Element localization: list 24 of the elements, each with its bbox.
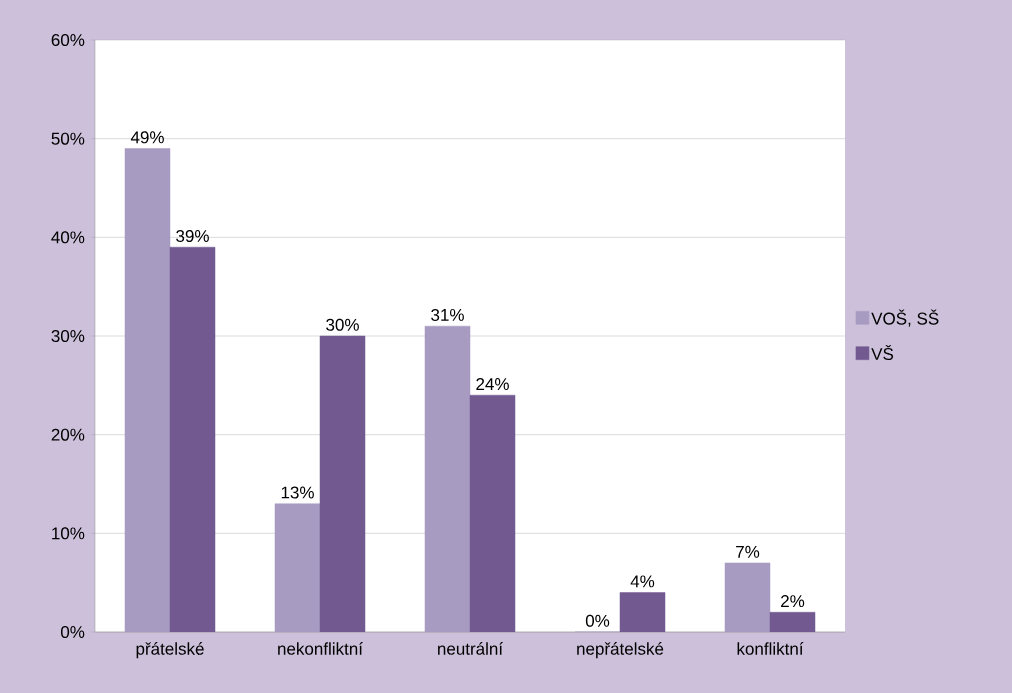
data-label: 7% <box>736 545 760 558</box>
legend-label: VOŠ, SŠ <box>871 309 939 327</box>
x-tick-label: nepřátelské <box>577 642 664 659</box>
data-label: 39% <box>176 229 209 243</box>
y-tick-label: 0% <box>60 625 85 639</box>
legend-label: VŠ <box>871 344 894 361</box>
data-label: 49% <box>130 131 164 144</box>
x-tick-label: nekonfliktní <box>278 642 363 655</box>
data-label: 31% <box>431 308 464 321</box>
data-label: 0% <box>585 614 610 627</box>
data-label: 2% <box>781 595 805 608</box>
data-label: 24% <box>476 378 509 390</box>
y-tick-label: 20% <box>51 428 85 441</box>
data-label: 13% <box>281 486 314 499</box>
x-tick-label: neutrální <box>438 642 503 655</box>
x-tick-label: přátelské <box>136 642 204 659</box>
y-tick-label: 50% <box>51 132 85 145</box>
y-tick-label: 60% <box>51 33 85 47</box>
data-label: 30% <box>326 318 359 331</box>
y-tick-label: 40% <box>51 231 85 244</box>
data-label: 4% <box>630 575 655 588</box>
y-tick-label: 30% <box>51 329 85 343</box>
y-tick-label: 10% <box>52 527 85 540</box>
x-tick-label: konfliktní <box>737 642 804 655</box>
